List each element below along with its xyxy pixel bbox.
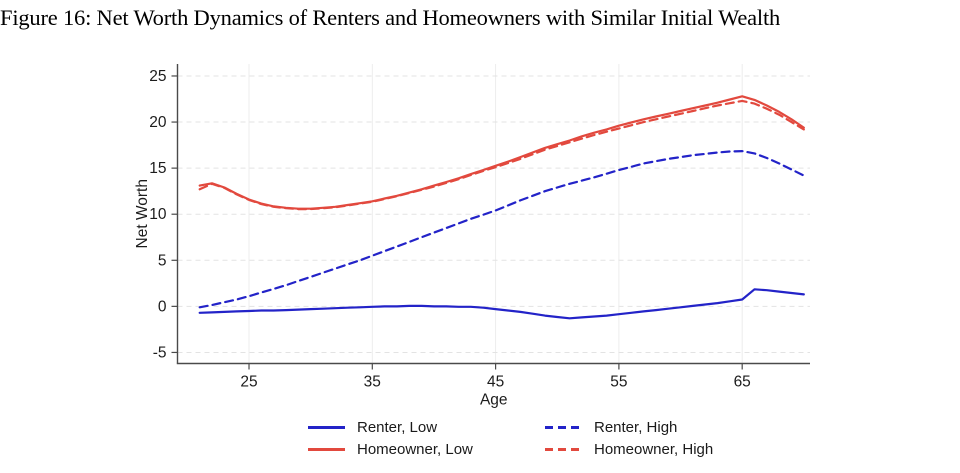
legend-line-swatch	[545, 426, 582, 429]
y-tick-label: 5	[158, 252, 167, 269]
y-tick-label: 0	[158, 298, 167, 315]
x-tick-label: 45	[487, 374, 504, 391]
legend-item-renter-low: Renter, Low	[308, 419, 493, 436]
y-tick-label: 10	[149, 206, 167, 223]
legend-line-swatch	[308, 426, 345, 429]
x-tick-label: 65	[734, 374, 751, 391]
y-tick-label: 15	[149, 160, 166, 177]
series-line-renter-low	[198, 288, 805, 320]
legend-label: Homeowner, Low	[357, 441, 473, 458]
legend-line-swatch	[545, 448, 582, 451]
legend-label: Renter, High	[594, 419, 678, 436]
x-tick-label: 55	[610, 374, 627, 391]
y-tick-label: -5	[153, 344, 167, 361]
x-axis-label: Age	[480, 392, 508, 409]
chart-legend: Renter, Low Renter, High Homeowner, Low Hom…	[308, 419, 730, 458]
series-line-homeowner-high	[198, 99, 805, 211]
x-tick-label: 35	[364, 374, 381, 391]
legend-item-homeowner-high: Homeowner, High	[545, 441, 730, 458]
figure-title: Figure 16: Net Worth Dynamics of Renters…	[0, 5, 781, 30]
legend-label: Renter, Low	[357, 419, 438, 436]
x-tick-label: 25	[240, 374, 257, 391]
y-axis-label: Net Worth	[134, 179, 151, 249]
y-tick-label: 20	[149, 114, 167, 131]
series-line-renter-high	[198, 150, 805, 309]
legend-item-renter-high: Renter, High	[545, 419, 730, 436]
legend-item-homeowner-low: Homeowner, Low	[308, 441, 493, 458]
legend-line-swatch	[308, 448, 345, 451]
y-tick-label: 25	[149, 68, 166, 85]
legend-label: Homeowner, High	[594, 441, 714, 458]
